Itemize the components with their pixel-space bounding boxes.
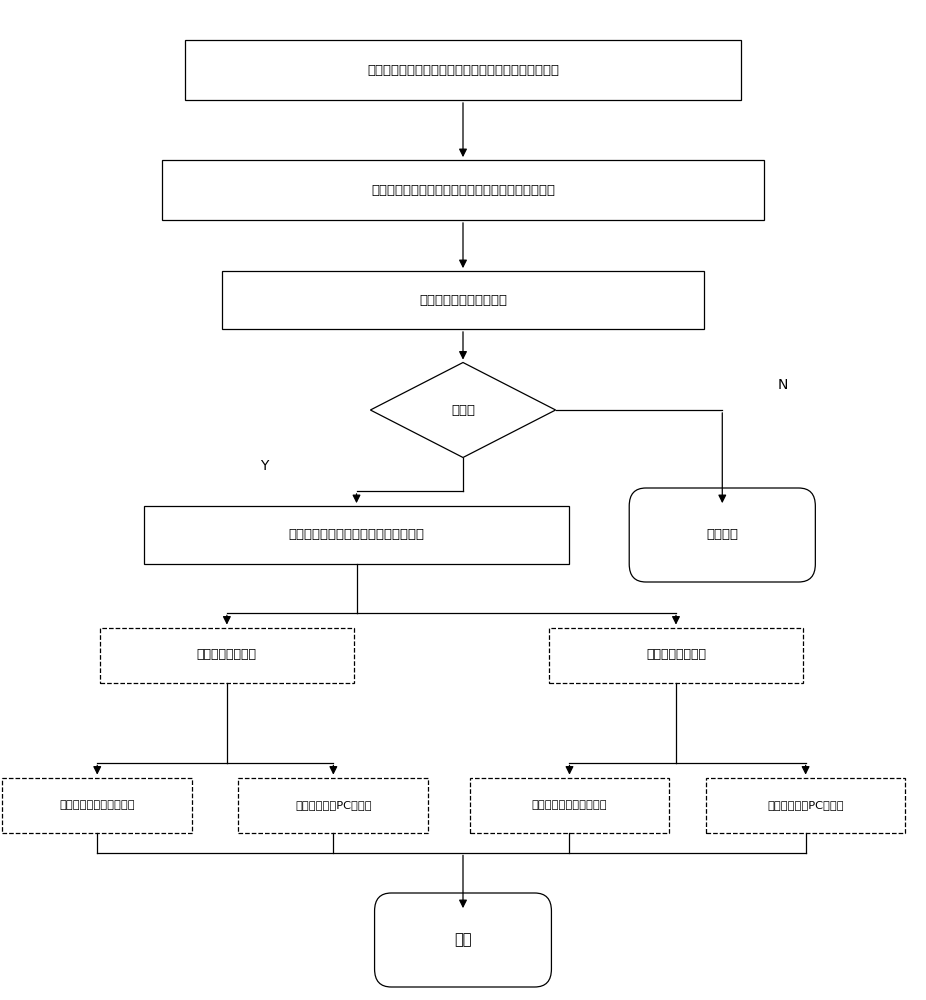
Text: 设置电流衰减系数: 设置电流衰减系数 xyxy=(197,648,257,662)
Text: 触发？: 触发？ xyxy=(451,403,475,416)
Bar xyxy=(185,40,741,100)
Text: 显示焊接电压波形图曲线: 显示焊接电压波形图曲线 xyxy=(532,800,607,810)
Polygon shape xyxy=(370,362,556,458)
Bar xyxy=(222,271,704,329)
Text: 程序终止: 程序终止 xyxy=(707,528,738,542)
Text: Y: Y xyxy=(259,459,269,473)
Bar xyxy=(162,160,764,220)
Bar xyxy=(548,628,804,683)
Text: 结束: 结束 xyxy=(455,932,471,948)
Bar xyxy=(100,628,355,683)
Bar xyxy=(239,778,428,832)
Text: 电压数据写入PC机内存: 电压数据写入PC机内存 xyxy=(768,800,844,810)
Text: 设置电压衰减系数: 设置电压衰减系数 xyxy=(646,648,706,662)
Text: 设置采样模式、采样时钒源、采样率、每通道采样数: 设置采样模式、采样时钒源、采样率、每通道采样数 xyxy=(371,184,555,196)
Bar xyxy=(706,778,906,832)
Bar xyxy=(469,778,669,832)
Text: N: N xyxy=(777,378,788,392)
Bar xyxy=(144,506,569,564)
Text: 显示焊接电流波形图曲线: 显示焊接电流波形图曲线 xyxy=(59,800,135,810)
FancyBboxPatch shape xyxy=(374,893,551,987)
Text: 设置触发源、斜率、电平: 设置触发源、斜率、电平 xyxy=(419,294,507,306)
FancyBboxPatch shape xyxy=(630,488,816,582)
Text: 读取采样，设置每一次所读取得数据点: 读取采样，设置每一次所读取得数据点 xyxy=(289,528,424,542)
Text: 设置输入信号物理通道、输入接线端、输入信号的类型: 设置输入信号物理通道、输入接线端、输入信号的类型 xyxy=(367,64,559,77)
Text: 电流数据写入PC机内存: 电流数据写入PC机内存 xyxy=(295,800,371,810)
Bar xyxy=(3,778,193,832)
